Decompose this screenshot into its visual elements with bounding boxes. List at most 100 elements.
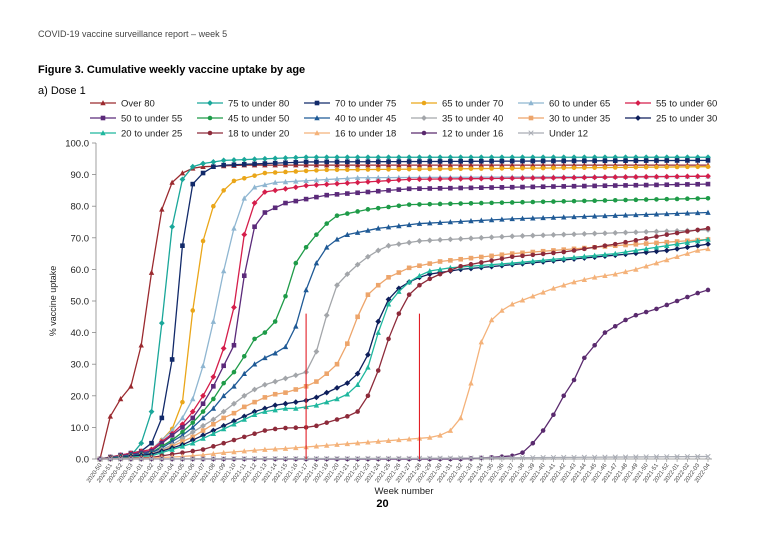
- data-point: [169, 446, 175, 452]
- data-point: [551, 158, 556, 164]
- data-point: [695, 227, 700, 233]
- data-point: [241, 416, 247, 422]
- data-point: [478, 455, 484, 461]
- data-point: [685, 158, 690, 163]
- data-point: [231, 456, 237, 462]
- data-point: [292, 399, 299, 406]
- data-point: [345, 414, 350, 419]
- data-point: [354, 440, 361, 446]
- legend-marker: [314, 115, 320, 121]
- data-point: [293, 323, 299, 329]
- data-point: [324, 221, 330, 226]
- data-point: [612, 454, 618, 460]
- data-point: [200, 422, 206, 429]
- data-point: [200, 451, 206, 458]
- data-point: [334, 282, 340, 289]
- data-point: [684, 453, 691, 460]
- data-point: [612, 323, 618, 329]
- data-point: [540, 162, 546, 168]
- data-point: [406, 221, 412, 228]
- data-point: [582, 246, 587, 252]
- data-point: [365, 364, 371, 370]
- data-point: [520, 165, 525, 171]
- data-point: [623, 183, 628, 188]
- data-point: [324, 159, 330, 165]
- data-point: [478, 260, 484, 265]
- data-point: [241, 175, 247, 181]
- data-point: [251, 411, 258, 418]
- data-point: [323, 181, 330, 188]
- data-point: [643, 228, 650, 235]
- legend-marker: [421, 130, 427, 136]
- series-18-to-under-20: [97, 226, 711, 462]
- data-point: [180, 399, 185, 405]
- data-point: [561, 249, 567, 255]
- data-point: [252, 161, 257, 167]
- data-point: [592, 165, 597, 170]
- legend-label: 60 to under 65: [549, 99, 610, 110]
- legend-label: 65 to under 70: [442, 99, 503, 110]
- y-axis-label: % vaccine uptake: [48, 266, 58, 337]
- data-point: [314, 168, 319, 173]
- data-point: [354, 154, 361, 161]
- data-point: [488, 317, 495, 323]
- data-point: [406, 176, 413, 183]
- data-point: [334, 417, 340, 422]
- data-point: [303, 287, 309, 293]
- data-point: [262, 181, 268, 188]
- data-point: [190, 396, 196, 402]
- data-point: [520, 199, 525, 205]
- data-point: [283, 425, 288, 431]
- data-point: [169, 456, 175, 462]
- data-point: [231, 400, 237, 407]
- data-point: [705, 453, 711, 460]
- data-point: [437, 271, 443, 277]
- data-point: [695, 453, 701, 460]
- data-point: [426, 176, 433, 183]
- data-point: [478, 162, 484, 168]
- data-point: [313, 394, 320, 401]
- data-point: [251, 447, 258, 453]
- data-point: [406, 186, 412, 192]
- data-point: [221, 162, 226, 168]
- data-point: [97, 456, 103, 462]
- data-point: [654, 158, 659, 163]
- data-point: [489, 253, 494, 259]
- data-point: [344, 154, 351, 161]
- data-point: [540, 175, 547, 181]
- data-point: [448, 456, 453, 462]
- legend-marker: [635, 100, 641, 106]
- data-point: [313, 455, 320, 462]
- data-point: [345, 159, 350, 165]
- data-point: [540, 214, 546, 221]
- data-point: [190, 424, 196, 430]
- data-point: [509, 215, 515, 222]
- data-point: [190, 452, 196, 458]
- data-point: [530, 199, 536, 205]
- data-point: [519, 154, 526, 161]
- data-point: [488, 455, 495, 461]
- data-point: [551, 250, 556, 256]
- data-point: [654, 164, 659, 170]
- data-point: [375, 282, 381, 288]
- data-point: [674, 454, 680, 460]
- data-point: [602, 198, 608, 203]
- data-point: [550, 154, 557, 161]
- data-point: [303, 159, 309, 165]
- data-point: [694, 173, 701, 180]
- series-70-to-under-75: [97, 158, 711, 462]
- data-point: [375, 167, 381, 172]
- data-point: [241, 404, 247, 410]
- data-point: [468, 162, 474, 168]
- data-point: [591, 274, 598, 280]
- data-point: [457, 162, 464, 168]
- data-point: [478, 200, 484, 206]
- data-point: [231, 178, 237, 184]
- data-point: [550, 214, 557, 220]
- data-point: [386, 204, 391, 210]
- data-point: [180, 450, 185, 455]
- data-point: [540, 154, 547, 161]
- data-point: [592, 244, 597, 250]
- data-point: [396, 162, 402, 168]
- data-point: [293, 162, 299, 168]
